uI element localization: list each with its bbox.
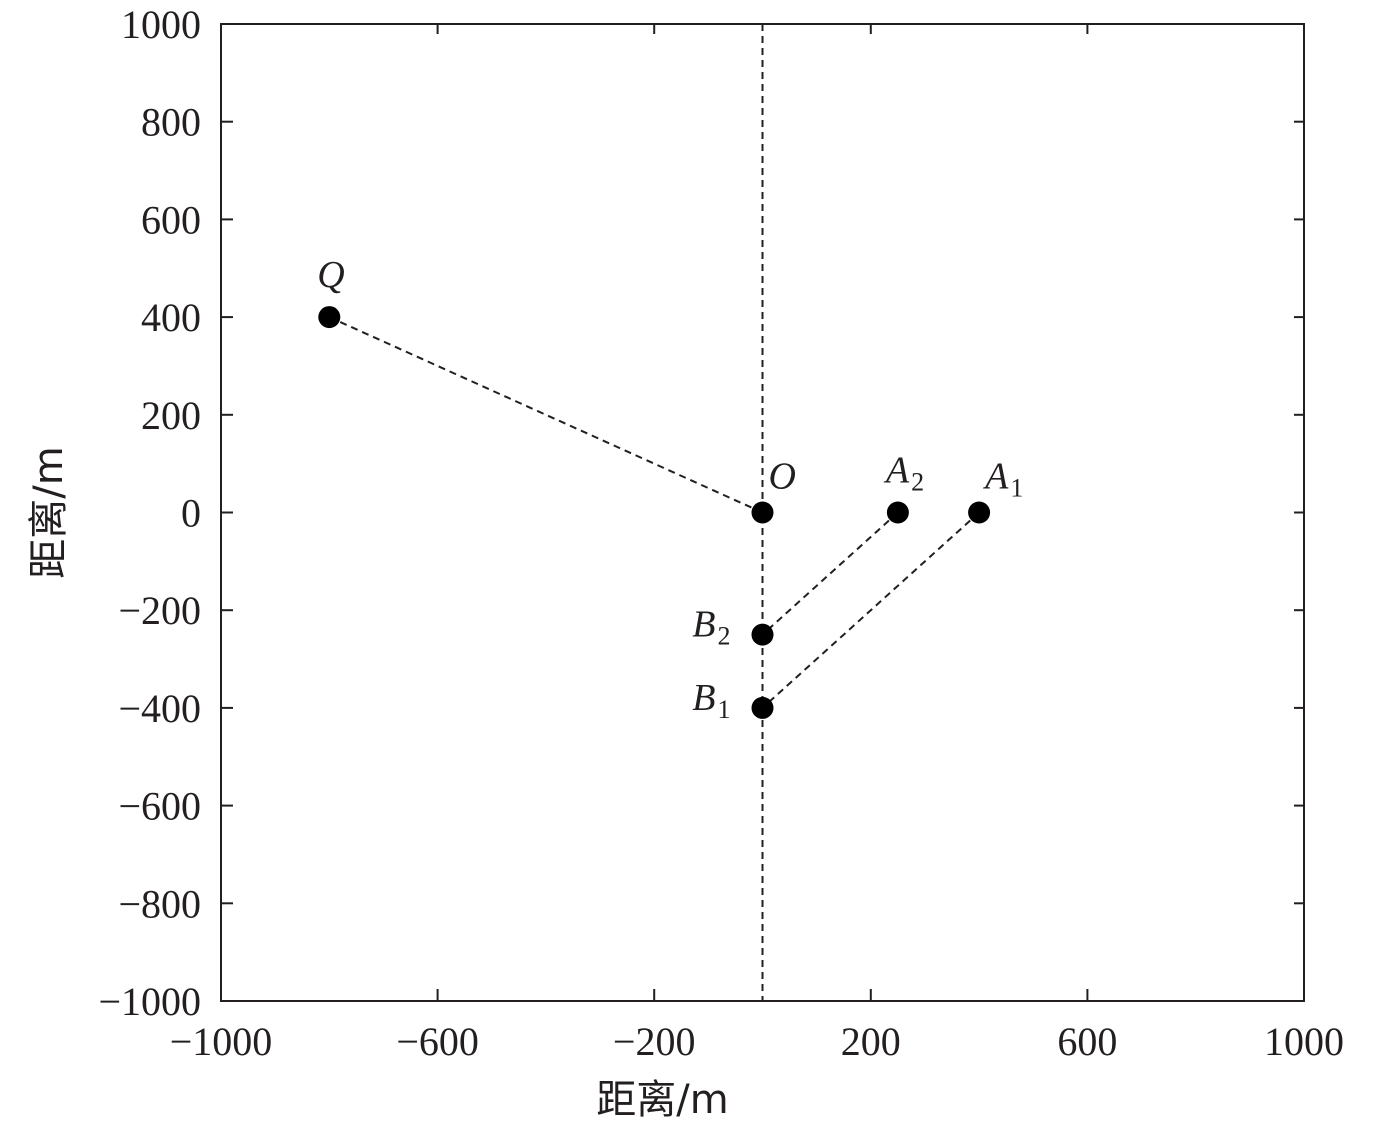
point-label-a2: A2 bbox=[883, 450, 924, 497]
point-labels-layer: Q O A2 A1 B2 B1 bbox=[317, 254, 1023, 724]
connections-layer bbox=[328, 316, 980, 709]
point-b2 bbox=[751, 623, 774, 646]
x-tick-label: −600 bbox=[396, 1019, 479, 1064]
point-label-b2: B2 bbox=[692, 604, 730, 651]
y-tick-label: 600 bbox=[141, 197, 201, 242]
point-label-a1: A1 bbox=[982, 456, 1023, 503]
y-tick-label: 1000 bbox=[121, 2, 201, 47]
y-tick-label: 0 bbox=[181, 491, 201, 536]
y-tick-label: −800 bbox=[118, 881, 201, 926]
point-q bbox=[318, 306, 341, 329]
y-tick-label: 800 bbox=[141, 100, 201, 145]
y-tick-label: 400 bbox=[141, 295, 201, 340]
x-tick-label: 600 bbox=[1057, 1019, 1117, 1064]
x-tick-label: −1000 bbox=[170, 1019, 273, 1064]
x-tick-label: −200 bbox=[613, 1019, 696, 1064]
point-o bbox=[751, 501, 774, 524]
connection-a2-b2 bbox=[761, 511, 899, 636]
y-tick-label: −600 bbox=[118, 784, 201, 829]
ticks-layer: −1000 −600 −200 200 600 1000 1000 800 600 400 200 0… bbox=[98, 2, 1344, 1064]
connection-q-o bbox=[328, 316, 763, 514]
point-label-q: Q bbox=[317, 254, 344, 296]
point-b1 bbox=[751, 696, 774, 719]
point-a1 bbox=[968, 501, 991, 524]
y-axis-label: 距离/m bbox=[26, 446, 72, 578]
point-a2 bbox=[886, 501, 909, 524]
y-tick-label: −1000 bbox=[98, 979, 201, 1024]
point-label-b1: B1 bbox=[692, 677, 730, 724]
x-tick-label: 200 bbox=[841, 1019, 901, 1064]
points-layer bbox=[318, 306, 991, 719]
y-tick-label: 200 bbox=[141, 393, 201, 438]
point-label-o: O bbox=[769, 456, 796, 498]
y-tick-label: −400 bbox=[118, 686, 201, 731]
x-tick-label: 1000 bbox=[1264, 1019, 1344, 1064]
connection-a1-b1 bbox=[761, 511, 980, 709]
x-axis-label: 距离/m bbox=[596, 1077, 728, 1123]
y-tick-label: −200 bbox=[118, 588, 201, 633]
